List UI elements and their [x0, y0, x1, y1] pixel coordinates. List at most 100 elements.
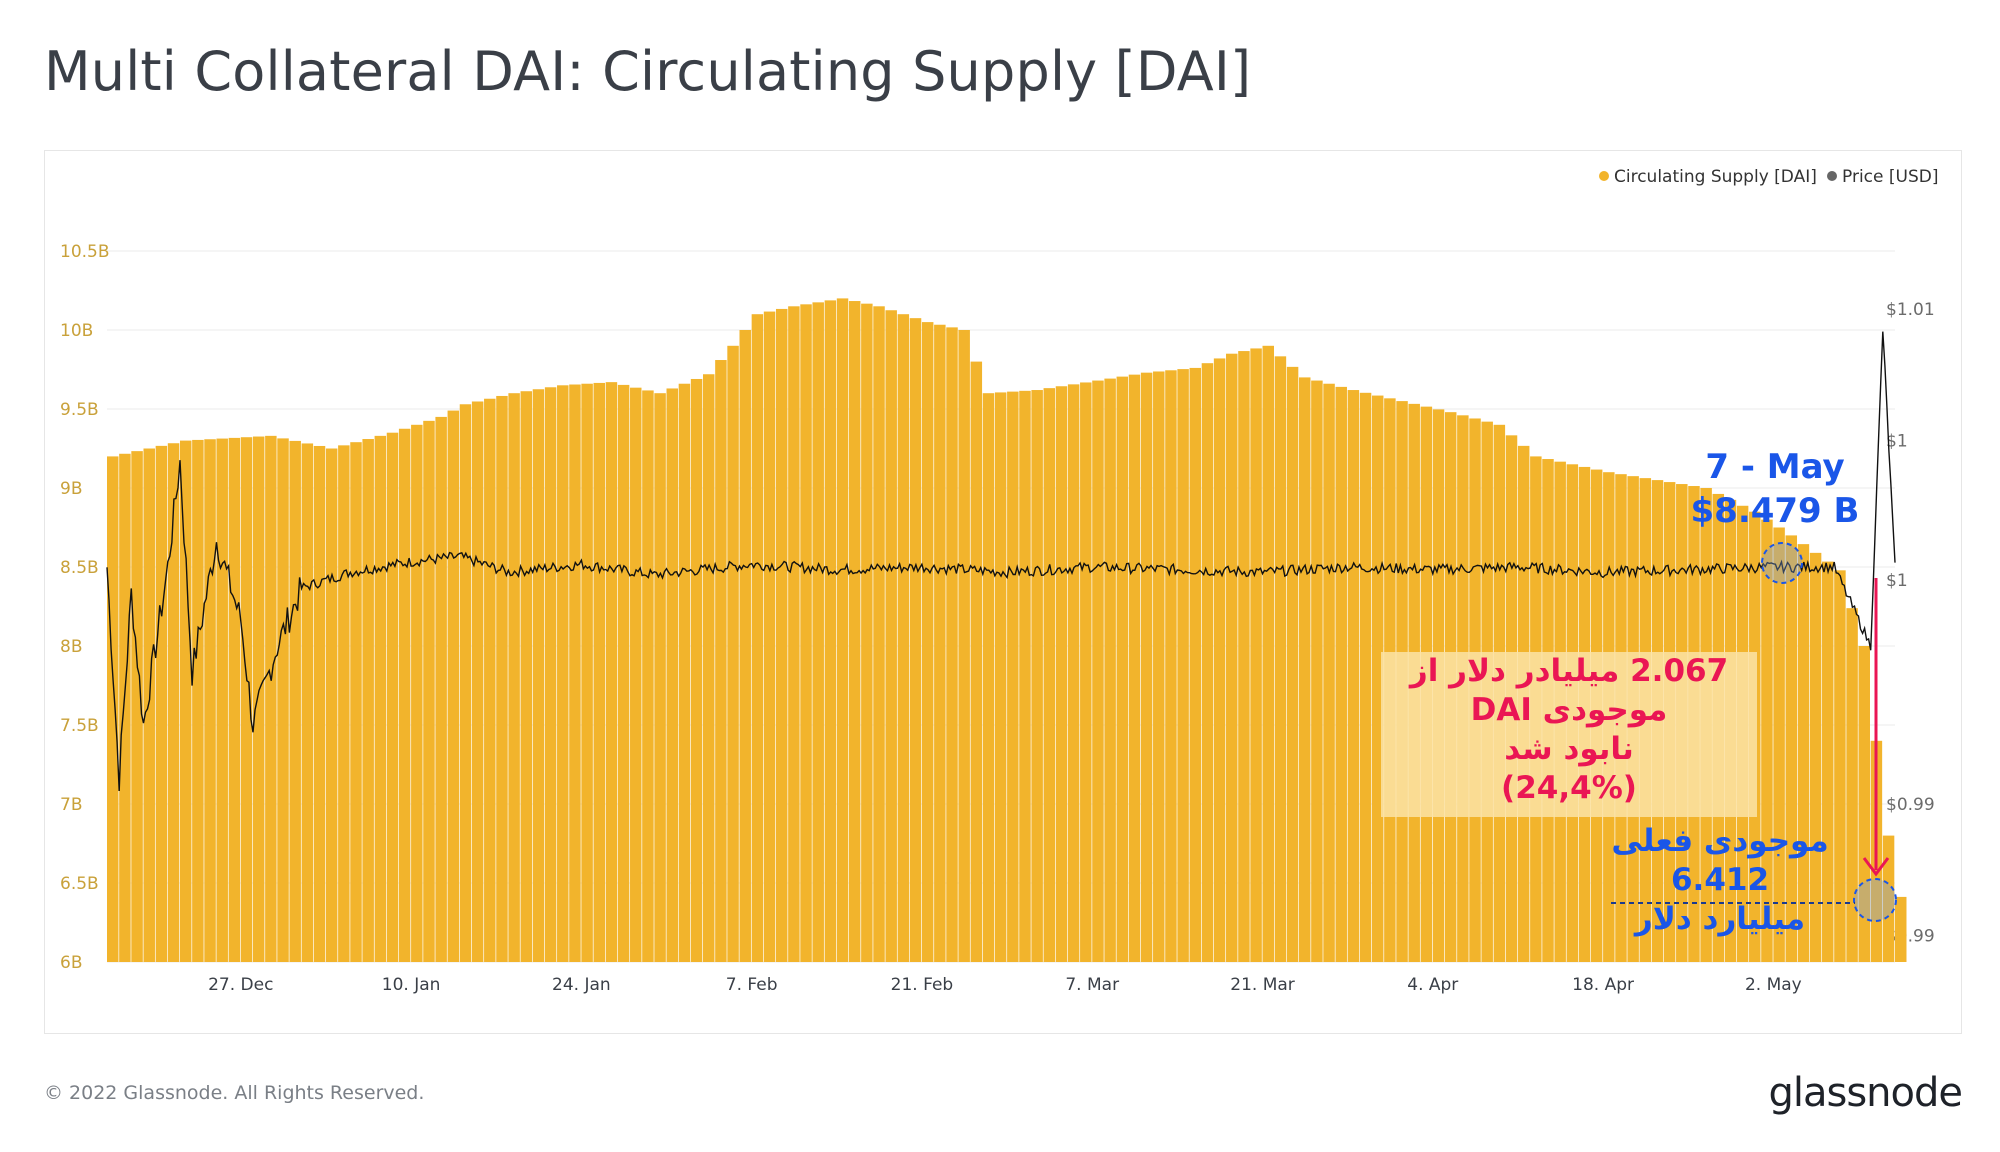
- supply-bar: [715, 360, 727, 962]
- supply-bar: [1067, 384, 1080, 962]
- supply-bar: [861, 303, 873, 963]
- supply-bar: [642, 390, 654, 962]
- annotation-current-line2: 6.412: [1670, 862, 1770, 898]
- supply-bar: [1797, 544, 1810, 962]
- supply-bar: [496, 395, 508, 963]
- supply-bar: [1895, 896, 1907, 962]
- legend-swatch-price: [1827, 171, 1837, 181]
- annotation-loss-line2: موجودی DAI: [1470, 692, 1668, 728]
- x-tick-label: 21. Feb: [891, 975, 954, 995]
- supply-bar: [617, 384, 630, 962]
- supply-bar: [921, 322, 934, 963]
- supply-bar: [484, 398, 496, 963]
- supply-bar: [775, 308, 788, 962]
- supply-bar: [167, 443, 180, 962]
- supply-bar: [836, 298, 849, 962]
- supply-bar: [666, 388, 678, 963]
- supply-bar: [532, 389, 545, 962]
- annotation-loss: 2.067 میلیادر دلار از موجودی DAI نابود ش…: [1381, 652, 1757, 808]
- supply-bar: [362, 439, 374, 962]
- supply-bar: [411, 424, 423, 962]
- y-left-tick-label: 10B: [60, 321, 93, 341]
- supply-bar: [216, 438, 228, 962]
- supply-bar: [982, 393, 995, 962]
- supply-bar: [1299, 377, 1311, 962]
- supply-bar: [1773, 527, 1785, 962]
- supply-bar: [1238, 351, 1250, 963]
- y-left-tick-label: 6B: [60, 953, 82, 973]
- supply-bar: [678, 383, 691, 963]
- y-left-tick-label: 10.5B: [60, 242, 110, 262]
- supply-bar: [179, 440, 192, 963]
- supply-bar: [1785, 535, 1798, 962]
- annotation-circle-may7: [1761, 542, 1803, 584]
- supply-bar: [131, 451, 143, 962]
- supply-bar: [1019, 390, 1031, 963]
- supply-bar: [581, 383, 593, 963]
- supply-bar: [1809, 552, 1822, 962]
- supply-bar: [1250, 348, 1262, 962]
- legend-label-price: Price [USD]: [1842, 167, 1938, 187]
- supply-bar: [1128, 374, 1141, 962]
- annotation-highlight-box: [1381, 652, 1757, 817]
- supply-bar: [1043, 388, 1056, 962]
- y-right-tick-label: $1: [1886, 571, 1908, 591]
- x-tick-label: 24. Jan: [552, 975, 611, 995]
- y-right-tick-label: $1.01: [1886, 300, 1935, 320]
- annotation-drop-arrowhead: [1862, 857, 1890, 877]
- supply-bar: [192, 439, 204, 962]
- supply-bar: [763, 311, 776, 963]
- supply-bar: [435, 416, 447, 962]
- supply-bar: [1359, 392, 1372, 962]
- supply-bar: [398, 428, 411, 962]
- supply-bar: [1213, 358, 1226, 962]
- x-tick-label: 21. Mar: [1230, 975, 1295, 995]
- supply-bar: [204, 439, 216, 962]
- annotation-may7-date: 7 - May: [1705, 447, 1845, 487]
- annotation-may7-value: $8.479 B: [1690, 491, 1860, 531]
- supply-bar: [338, 445, 350, 963]
- annotation-current-line1: موجودی فعلی: [1611, 823, 1829, 859]
- supply-bar: [885, 310, 897, 962]
- legend: Circulating Supply [DAI] Price [USD]: [1599, 167, 1938, 187]
- supply-bar: [1140, 372, 1153, 962]
- x-tick-label: 10. Jan: [382, 975, 441, 995]
- page-title: Multi Collateral DAI: Circulating Supply…: [44, 40, 1252, 103]
- supply-bar: [1007, 391, 1019, 962]
- supply-bar: [544, 387, 557, 962]
- supply-bar: [240, 437, 253, 962]
- supply-bar: [800, 304, 812, 962]
- annotation-circle-current: [1853, 878, 1897, 922]
- annotation-loss-line3: نابود شد: [1504, 731, 1634, 767]
- x-tick-label: 18. Apr: [1572, 975, 1634, 995]
- supply-bar: [1882, 835, 1895, 962]
- supply-bar: [1153, 371, 1165, 963]
- supply-bar: [1371, 395, 1384, 962]
- y-left-tick-label: 9.5B: [60, 400, 99, 420]
- supply-bar: [873, 306, 885, 962]
- supply-bar: [958, 330, 970, 962]
- annotation-loss-line4: (24,4%): [1501, 770, 1637, 806]
- supply-bar: [788, 306, 800, 962]
- supply-bar: [593, 382, 606, 962]
- supply-bar: [289, 440, 301, 962]
- supply-bar: [265, 435, 277, 962]
- supply-bar: [228, 437, 241, 962]
- y-left-tick-label: 8B: [60, 637, 82, 657]
- supply-bar: [520, 391, 533, 963]
- supply-bar: [155, 445, 168, 962]
- supply-bar: [1104, 378, 1116, 963]
- supply-bar: [946, 327, 958, 962]
- supply-bar: [1031, 390, 1043, 962]
- supply-bar: [508, 393, 520, 962]
- y-left-tick-label: 7.5B: [60, 716, 99, 736]
- annotation-current-line3: میلیارد دلار: [1634, 901, 1806, 937]
- supply-bar: [934, 324, 946, 962]
- supply-bar: [1323, 383, 1335, 963]
- y-left-tick-label: 7B: [60, 795, 82, 815]
- x-tick-label: 2. May: [1745, 975, 1802, 995]
- glassnode-logo: glassnode: [1768, 1070, 1963, 1116]
- supply-bar: [909, 318, 922, 962]
- supply-bar: [994, 392, 1007, 962]
